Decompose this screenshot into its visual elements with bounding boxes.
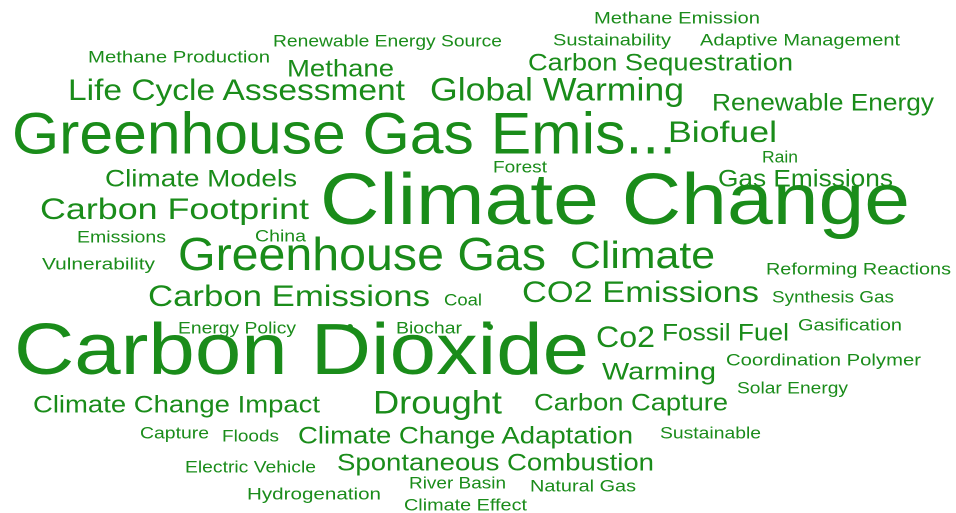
word: Greenhouse Gas Emis... [12,101,676,166]
word: Energy Policy [178,318,297,337]
word: Coal [444,290,482,309]
word: Renewable Energy [712,89,934,116]
word: Climate Change Adaptation [298,422,633,449]
word: Climate Change Impact [33,391,320,418]
word: Climate [570,235,715,277]
word: Carbon Dioxide [14,310,589,390]
word: Carbon Footprint [40,193,310,226]
word: Adaptive Management [700,30,900,49]
word: Emissions [77,227,166,246]
word: Forest [493,157,547,176]
word: Hydrogenation [247,484,381,503]
word: Carbon Emissions [148,280,430,313]
word: Drought [373,384,502,420]
dot [347,324,353,330]
word: Global Warming [430,71,684,107]
word: Spontaneous Combustion [337,449,654,476]
word: Warming [602,358,716,385]
word: Gasification [798,315,902,334]
word: Synthesis Gas [772,287,894,306]
word: Co2 [596,321,655,354]
word: Fossil Fuel [662,319,789,346]
word: Climate Change [320,160,910,240]
word: Biofuel [668,116,777,149]
word: Sustainability [553,30,672,49]
word: Carbon Sequestration [528,49,793,76]
word: China [255,226,307,245]
word: River Basin [409,473,506,492]
word: Natural Gas [530,476,636,495]
word: Biochar [396,318,462,337]
word: Greenhouse Gas [178,228,546,280]
word: Climate Effect [404,495,527,513]
word: Solar Energy [737,378,849,397]
word: CO2 Emissions [522,276,759,309]
word: Floods [222,426,279,445]
word: Rain [762,147,798,166]
dot [487,324,493,330]
word: Electric Vehicle [185,457,316,476]
word: Climate Models [105,165,297,192]
word: Reforming Reactions [766,259,951,278]
word: Methane [287,55,394,82]
word: Capture [140,423,209,442]
word: Sustainable [660,423,761,442]
word: Coordination Polymer [726,350,921,369]
word: Renewable Energy Source [273,31,502,50]
word: Methane Emission [594,8,760,27]
word: Vulnerability [42,254,156,273]
word: Gas Emissions [718,165,893,192]
word: Carbon Capture [534,389,728,416]
word: Life Cycle Assessment [68,74,406,107]
word: Methane Production [88,47,270,66]
